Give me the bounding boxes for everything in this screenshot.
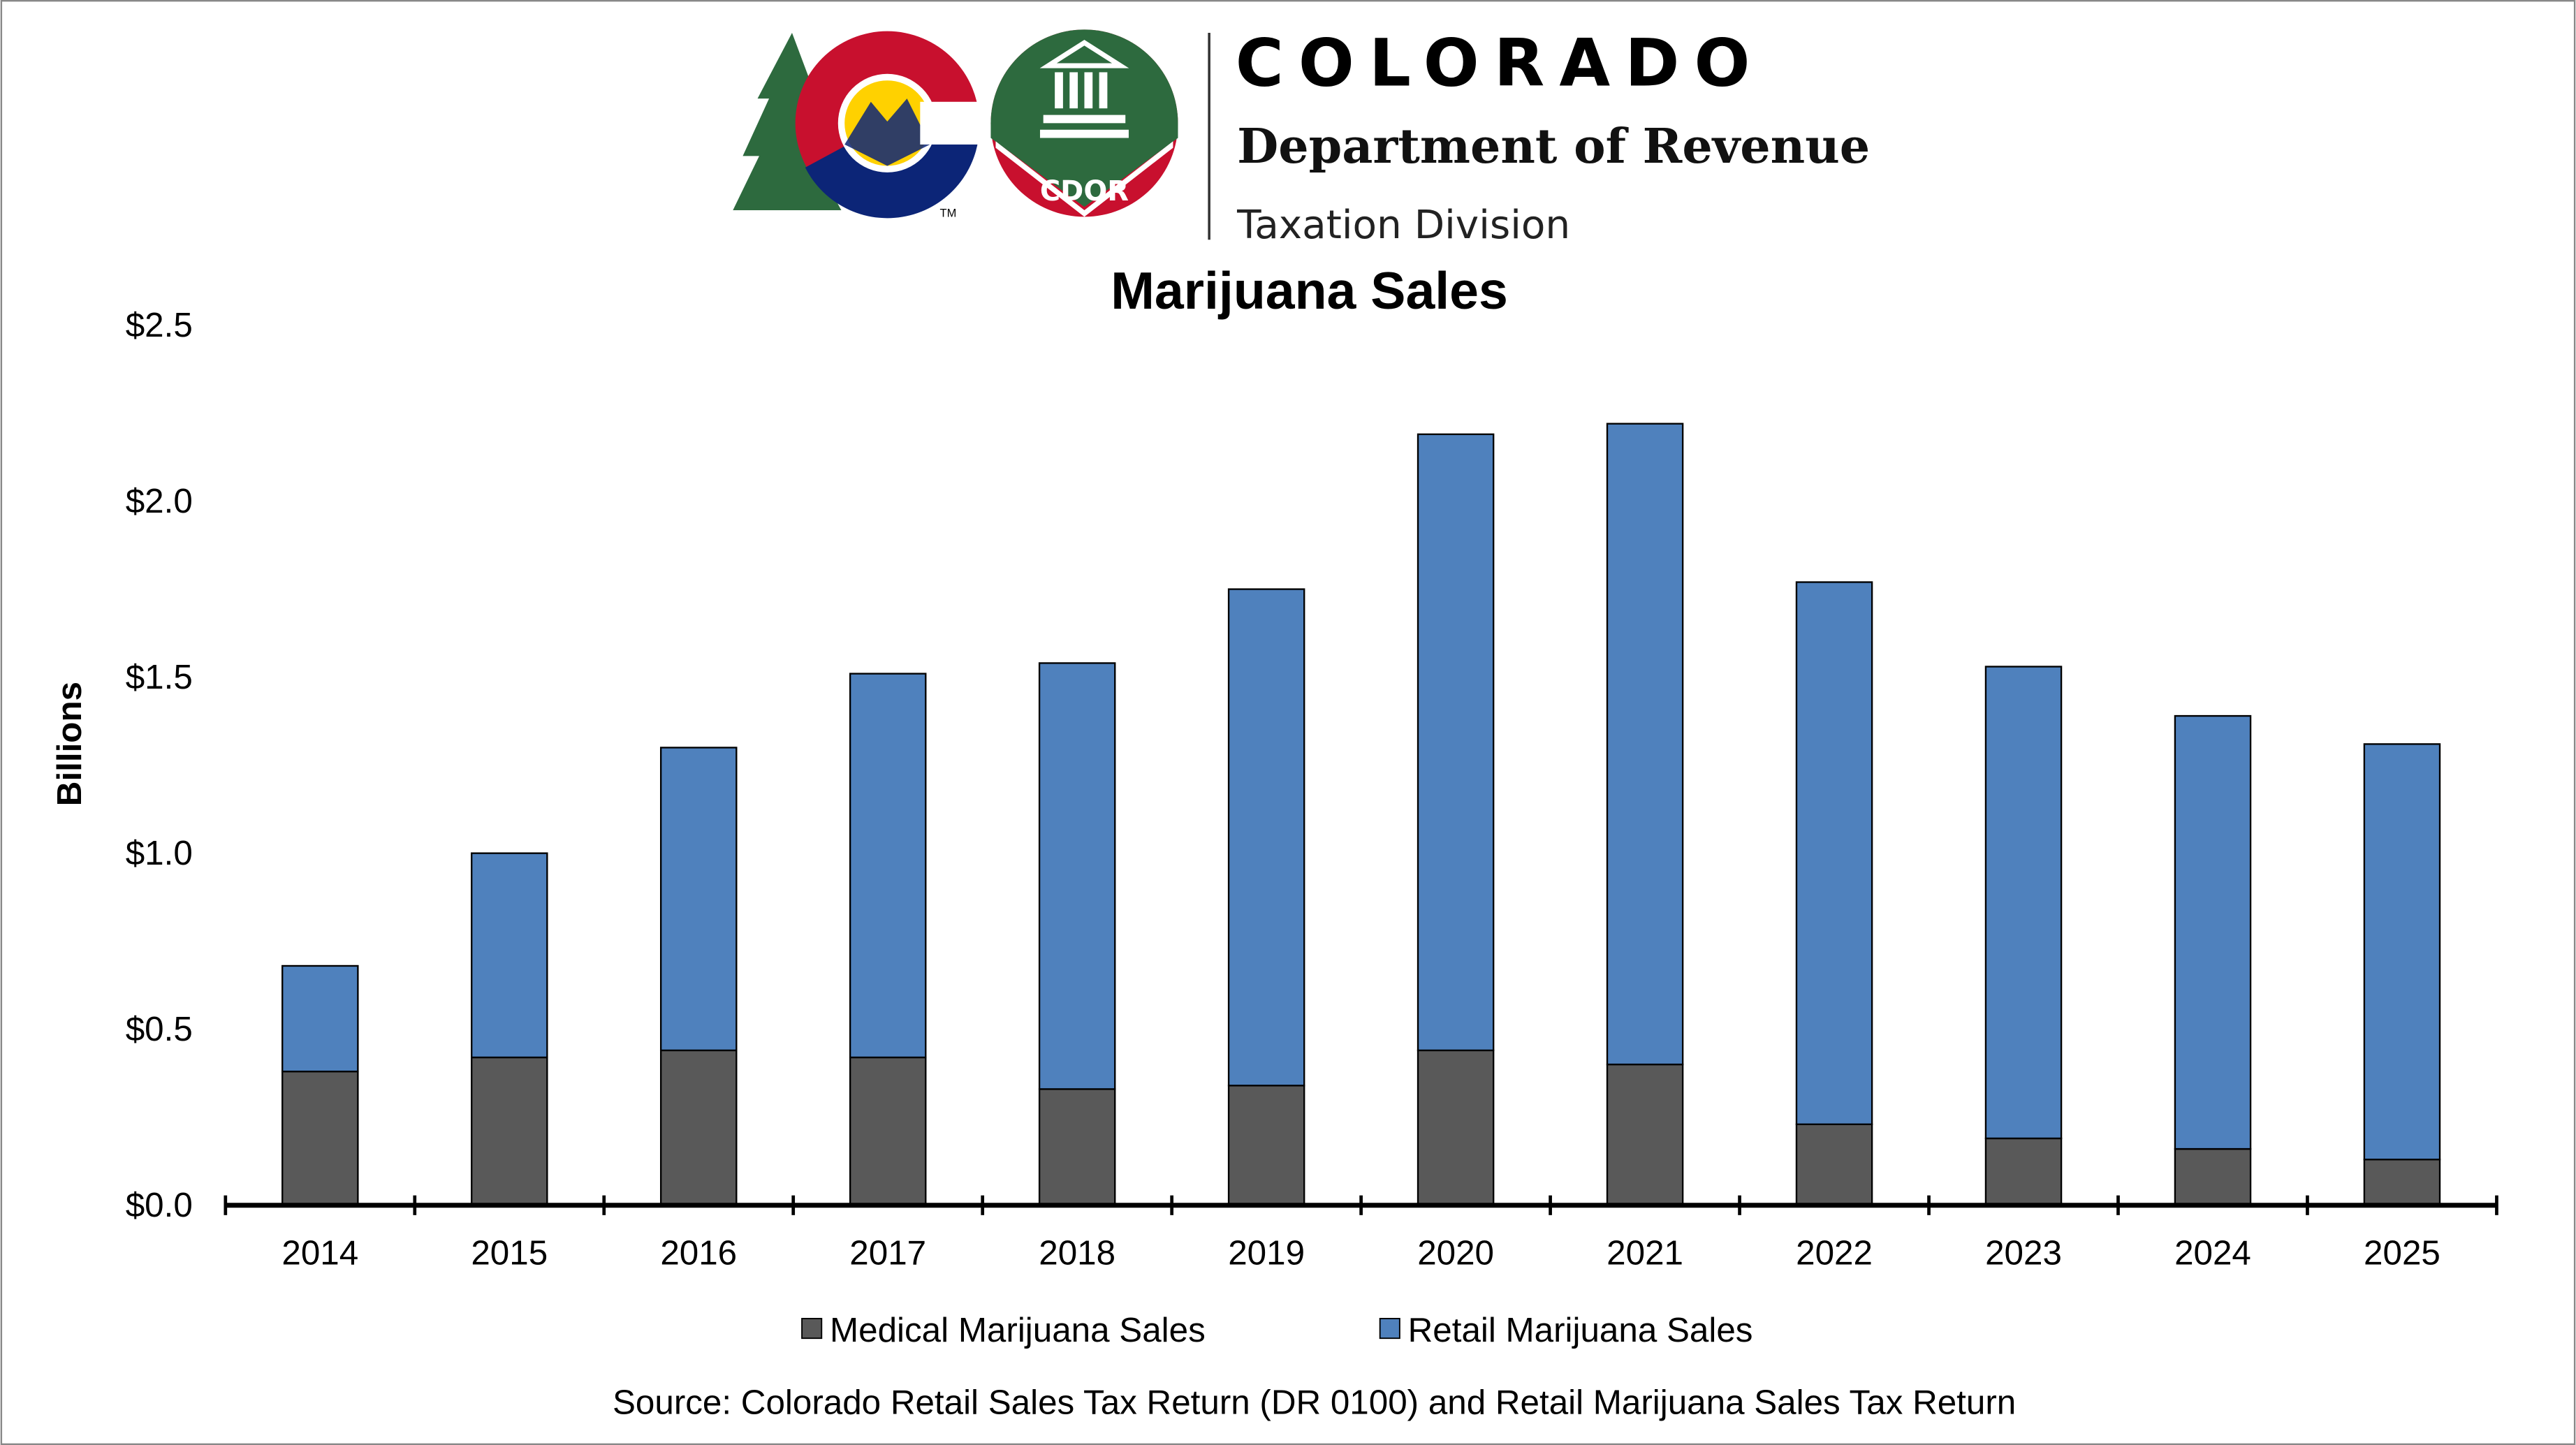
logo-division: Taxation Division (1236, 203, 1570, 248)
x-tick-label: 2025 (2364, 1233, 2440, 1272)
trademark: TM (940, 207, 957, 219)
chart-title: Marijuana Sales (1111, 261, 1508, 320)
bar-retail-2024 (2174, 714, 2252, 1150)
legend: Medical Marijuana Sales Retail Marijuana… (801, 1311, 1753, 1349)
x-tick-label: 2021 (1607, 1233, 1683, 1272)
x-tick-label: 2017 (849, 1233, 926, 1272)
y-tick-label: $2.5 (126, 306, 193, 344)
x-tick-label: 2023 (1985, 1233, 2062, 1272)
logo-state: COLORADO (1236, 25, 1765, 101)
logo-department: Department of Revenue (1237, 119, 1870, 175)
y-axis-label: Billions (50, 682, 89, 806)
bar-retail-2019 (1227, 588, 1305, 1087)
bar-medical-2021 (1606, 1063, 1684, 1206)
x-tick-label: 2014 (281, 1233, 358, 1272)
bar-medical-2022 (1795, 1123, 1873, 1206)
bar-retail-2025 (2363, 743, 2441, 1161)
source-note: Source: Colorado Retail Sales Tax Return… (613, 1383, 2016, 1421)
y-tick-label: $1.5 (126, 658, 193, 696)
bar-retail-2014 (281, 964, 359, 1073)
bar-retail-2017 (849, 673, 927, 1059)
x-tick-label: 2015 (471, 1233, 548, 1272)
y-tick-label: $2.0 (126, 482, 193, 520)
bar-medical-2024 (2174, 1147, 2252, 1206)
legend-label-retail: Retail Marijuana Sales (1408, 1311, 1753, 1349)
bar-medical-2020 (1417, 1049, 1495, 1206)
legend-label-medical: Medical Marijuana Sales (830, 1311, 1206, 1349)
bar-medical-2018 (1038, 1088, 1116, 1206)
bar-retail-2020 (1417, 433, 1495, 1052)
x-tick-label: 2016 (660, 1233, 737, 1272)
bar-retail-2022 (1795, 581, 1873, 1125)
legend-swatch-retail (1379, 1318, 1400, 1340)
cdor-logo: TM CDOR COLORADO Department of Revenue T… (733, 25, 1870, 248)
cdor-badge-text: CDOR (1040, 175, 1129, 207)
bar-medical-2025 (2363, 1159, 2441, 1206)
bar-medical-2017 (849, 1056, 927, 1206)
legend-swatch-medical (801, 1318, 823, 1340)
bar-retail-2021 (1606, 423, 1684, 1066)
bar-retail-2018 (1038, 662, 1116, 1090)
bar-retail-2015 (471, 852, 548, 1059)
y-tick-label: $0.5 (126, 1010, 193, 1048)
y-tick-label: $1.0 (126, 834, 193, 872)
bar-medical-2019 (1227, 1085, 1305, 1206)
x-tick-label: 2024 (2174, 1233, 2251, 1272)
bar-medical-2023 (1984, 1137, 2063, 1206)
x-tick-label: 2020 (1417, 1233, 1494, 1272)
bar-retail-2023 (1984, 666, 2063, 1140)
x-tick-label: 2022 (1796, 1233, 1873, 1272)
x-tick-label: 2018 (1039, 1233, 1115, 1272)
bar-retail-2016 (659, 747, 738, 1052)
bar-medical-2016 (659, 1049, 738, 1206)
bar-medical-2015 (471, 1056, 548, 1206)
bar-medical-2014 (281, 1071, 359, 1206)
x-tick-label: 2019 (1228, 1233, 1305, 1272)
y-tick-label: $0.0 (126, 1186, 193, 1224)
